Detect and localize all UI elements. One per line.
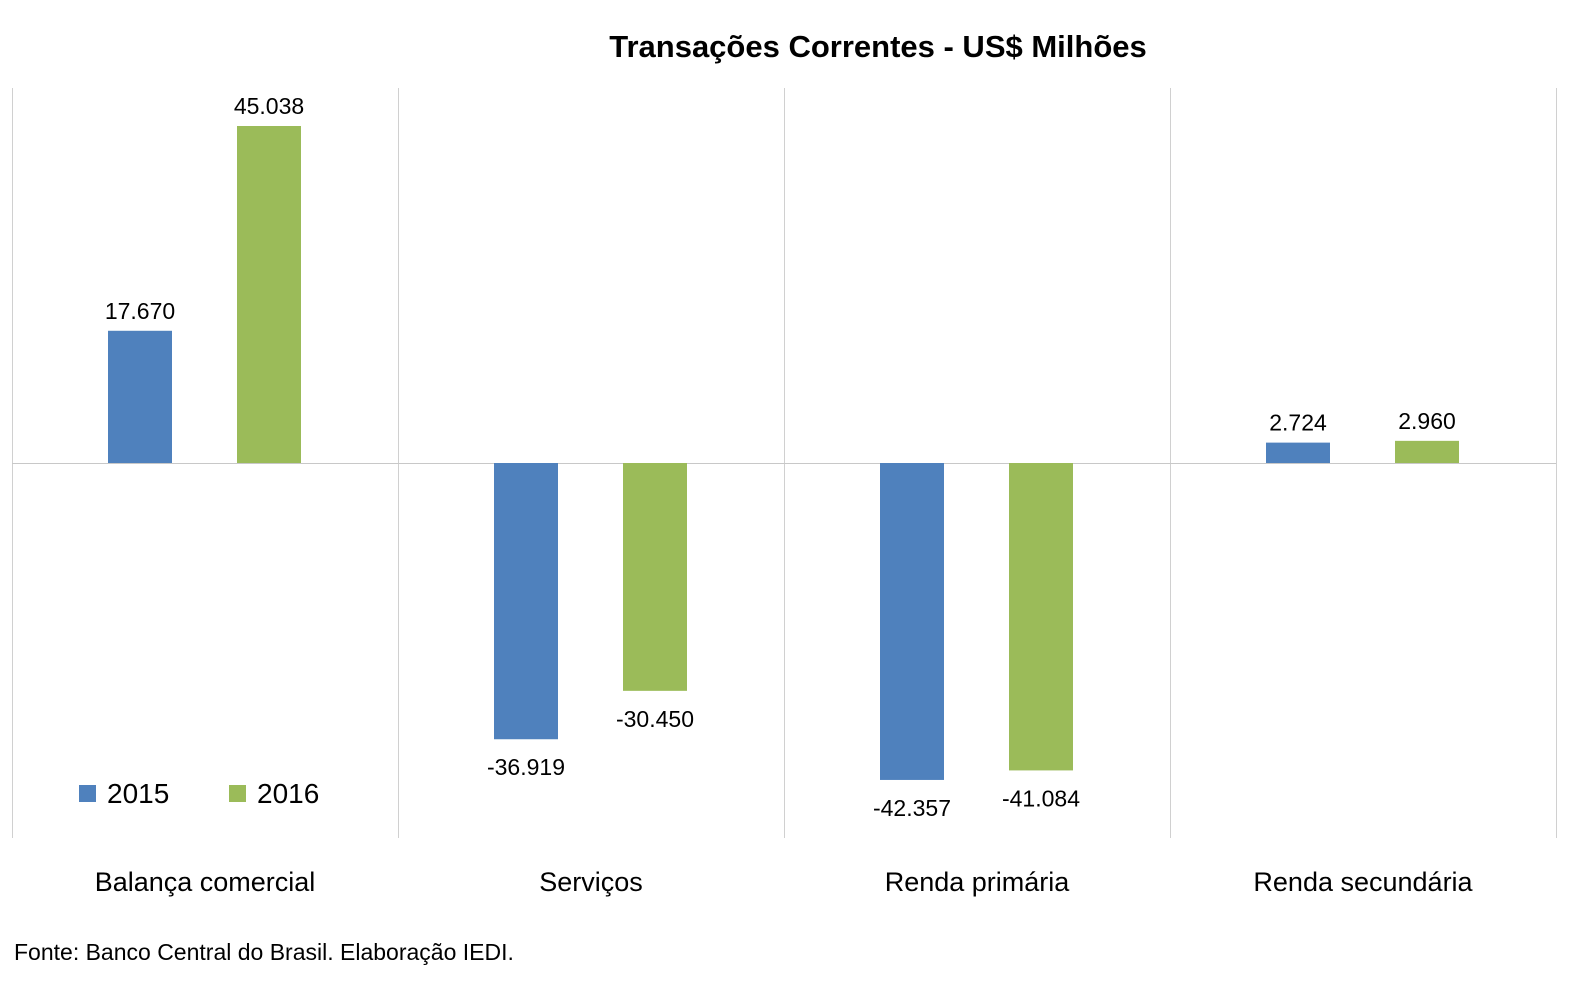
data-label: -41.084 <box>1002 785 1080 811</box>
legend: 2015 2016 <box>79 778 319 809</box>
bar-2015 <box>494 463 558 740</box>
data-label: -30.450 <box>616 706 694 732</box>
category-label: Balança comercial <box>95 867 316 897</box>
data-label: -36.919 <box>487 754 565 780</box>
category-labels: Balança comercial Serviços Renda primária R… <box>95 867 1474 897</box>
data-label: 2.960 <box>1398 408 1456 434</box>
category-label: Renda secundária <box>1253 867 1473 897</box>
bars <box>108 126 1459 780</box>
legend-label-2015: 2015 <box>107 778 169 809</box>
category-label: Serviços <box>539 867 643 897</box>
bar-2016 <box>1395 440 1459 463</box>
data-labels: 17.670 45.038 -36.919 -30.450 -42.357 -41.084… <box>105 93 1456 821</box>
bar-2016 <box>237 126 301 463</box>
legend-swatch-2016 <box>229 785 246 802</box>
data-label: 17.670 <box>105 298 175 324</box>
legend-swatch-2015 <box>79 785 96 802</box>
bar-2016 <box>623 463 687 691</box>
data-label: 2.724 <box>1269 410 1327 436</box>
grid <box>12 88 1557 838</box>
bar-2015 <box>880 463 944 780</box>
source-note: Fonte: Banco Central do Brasil. Elaboraç… <box>14 939 514 965</box>
bar-2015 <box>108 330 172 463</box>
chart-title: Transações Correntes - US$ Milhões <box>609 29 1147 64</box>
data-label: -42.357 <box>873 795 951 821</box>
bar-2016 <box>1009 463 1073 771</box>
category-label: Renda primária <box>885 867 1071 897</box>
data-label: 45.038 <box>234 93 304 119</box>
bar-2015 <box>1266 442 1330 463</box>
legend-label-2016: 2016 <box>257 778 319 809</box>
